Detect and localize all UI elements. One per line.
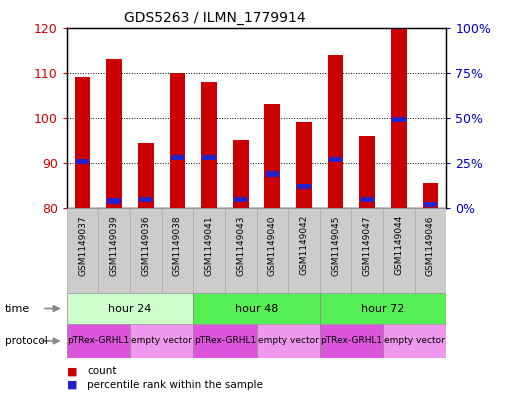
Bar [351,208,383,293]
Bar [98,208,130,293]
Bar [139,196,152,202]
Bar [130,324,193,358]
Bar [169,73,185,208]
Text: empty vector: empty vector [131,336,192,345]
Text: GSM1149045: GSM1149045 [331,215,340,275]
Bar [264,104,280,208]
Bar [415,208,446,293]
Text: ■: ■ [67,380,77,390]
Text: GSM1149039: GSM1149039 [110,215,119,275]
Text: empty vector: empty vector [258,336,319,345]
Bar [383,208,415,293]
Text: GSM1149038: GSM1149038 [173,215,182,275]
Bar [193,324,256,358]
Text: GSM1149040: GSM1149040 [268,215,277,275]
Text: GSM1149044: GSM1149044 [394,215,403,275]
Text: GSM1149042: GSM1149042 [300,215,308,275]
Text: GSM1149036: GSM1149036 [141,215,150,275]
Text: empty vector: empty vector [384,336,445,345]
Text: hour 48: hour 48 [235,303,278,314]
Bar [234,196,247,202]
Bar [256,324,320,358]
Text: pTRex-GRHL1: pTRex-GRHL1 [194,336,256,345]
Bar [423,184,439,208]
Bar [383,324,446,358]
Bar [361,196,374,202]
Text: percentile rank within the sample: percentile rank within the sample [87,380,263,390]
Text: count: count [87,366,117,376]
Bar [320,293,446,324]
Bar [296,122,312,208]
Bar [225,208,256,293]
Bar [320,324,383,358]
Bar [424,202,437,208]
Bar [171,155,184,160]
Bar [320,208,351,293]
Text: GSM1149047: GSM1149047 [363,215,372,275]
Bar [233,140,249,208]
Bar [329,157,342,162]
Bar [202,155,216,160]
Bar [193,208,225,293]
Text: hour 24: hour 24 [108,303,152,314]
Text: GSM1149041: GSM1149041 [205,215,213,275]
Bar [193,293,320,324]
Bar [130,208,162,293]
Bar [162,208,193,293]
Bar [201,82,217,208]
Bar [138,143,154,208]
Text: ■: ■ [67,366,77,376]
Bar [297,184,311,189]
Text: time: time [5,303,30,314]
Bar [76,158,89,164]
Text: pTRex-GRHL1: pTRex-GRHL1 [67,336,129,345]
Bar [67,324,130,358]
Bar [106,59,122,208]
Text: GSM1149046: GSM1149046 [426,215,435,275]
Text: GSM1149043: GSM1149043 [236,215,245,275]
Bar [391,28,407,208]
Bar [67,293,193,324]
Text: GDS5263 / ILMN_1779914: GDS5263 / ILMN_1779914 [124,11,305,25]
Text: hour 72: hour 72 [361,303,405,314]
Bar [359,136,375,208]
Text: GSM1149037: GSM1149037 [78,215,87,275]
Bar [67,208,98,293]
Bar [107,198,121,204]
Bar [392,117,406,122]
Text: protocol: protocol [5,336,48,346]
Bar [266,171,279,176]
Bar [328,55,344,208]
Text: pTRex-GRHL1: pTRex-GRHL1 [320,336,383,345]
Bar [74,77,90,208]
Bar [288,208,320,293]
Bar [256,208,288,293]
